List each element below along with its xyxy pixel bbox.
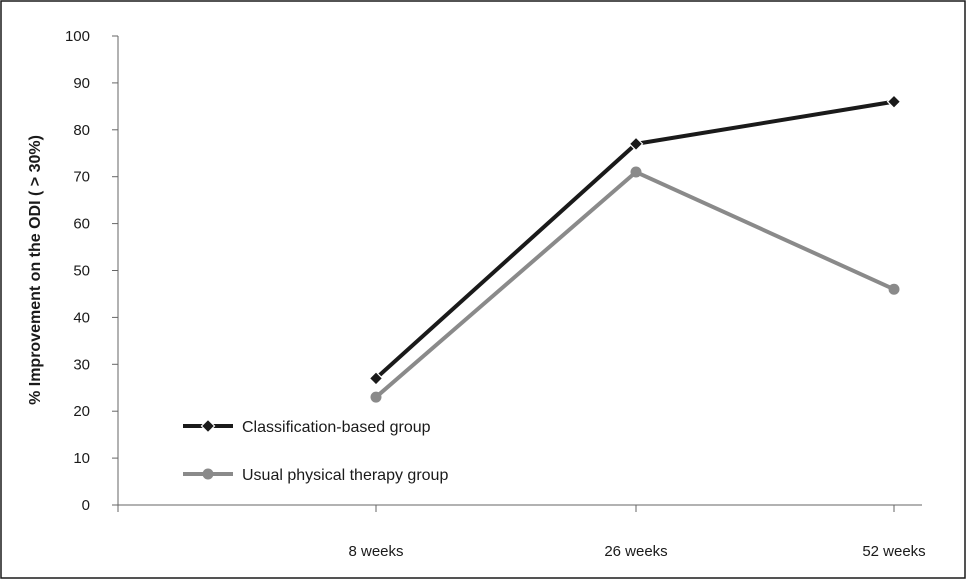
data-point-circle bbox=[370, 391, 382, 403]
y-tick-label: 30 bbox=[73, 356, 90, 373]
y-tick-label: 50 bbox=[73, 263, 90, 280]
data-point-circle-legend bbox=[202, 468, 214, 480]
legend-item: Usual physical therapy group bbox=[183, 467, 448, 484]
y-tick-label: 0 bbox=[82, 497, 90, 514]
data-point-diamond bbox=[886, 94, 902, 110]
x-tick-label: 26 weeks bbox=[604, 543, 667, 560]
y-tick-label: 10 bbox=[73, 450, 90, 467]
x-tick-label: 8 weeks bbox=[348, 543, 403, 560]
y-axis-title: % Improvement on the ODI ( > 30%) bbox=[27, 135, 44, 405]
x-tick-label: 52 weeks bbox=[862, 543, 925, 560]
data-point-circle bbox=[630, 166, 642, 178]
data-point-circle bbox=[888, 283, 900, 295]
y-tick-label: 70 bbox=[73, 169, 90, 186]
x-axis: 8 weeks 26 weeks 52 weeks bbox=[117, 504, 926, 560]
y-tick-label: 20 bbox=[73, 403, 90, 420]
y-tick-label: 60 bbox=[73, 216, 90, 233]
y-tick-label: 80 bbox=[73, 122, 90, 139]
legend: Classification-based group Usual physical… bbox=[183, 418, 448, 484]
data-point-diamond bbox=[368, 371, 384, 386]
y-tick-label: 40 bbox=[73, 309, 90, 326]
series-usual-physical-therapy bbox=[370, 166, 900, 403]
y-axis: 0 10 20 30 40 50 60 70 80 90 100 bbox=[65, 28, 119, 514]
y-tick-label: 100 bbox=[65, 28, 90, 45]
legend-label: Usual physical therapy group bbox=[242, 467, 448, 484]
data-point-diamond-legend bbox=[200, 418, 216, 434]
y-tick-label: 90 bbox=[73, 75, 90, 92]
legend-item: Classification-based group bbox=[183, 418, 431, 436]
legend-label: Classification-based group bbox=[242, 419, 431, 436]
series-layer bbox=[368, 94, 902, 403]
series-classification-based bbox=[368, 94, 902, 386]
data-point-diamond bbox=[628, 136, 644, 152]
